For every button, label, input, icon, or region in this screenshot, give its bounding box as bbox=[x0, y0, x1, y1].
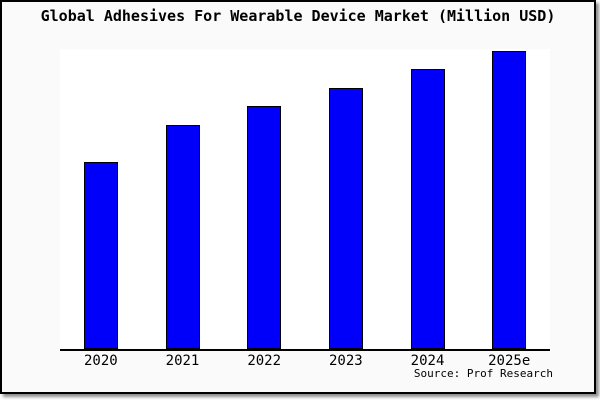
x-tick-label-2020: 2020 bbox=[83, 353, 118, 369]
bar-slot-2022 bbox=[223, 49, 305, 349]
bar-2021 bbox=[165, 125, 200, 349]
x-tick-label-2022: 2022 bbox=[247, 353, 282, 369]
bar-slot-2021 bbox=[142, 49, 224, 349]
source-attribution: Source: Prof Research bbox=[413, 367, 553, 380]
plot-area bbox=[60, 49, 550, 351]
bar-2023 bbox=[328, 88, 363, 349]
bar-2022 bbox=[247, 106, 282, 349]
bar-2025e bbox=[492, 51, 527, 349]
bar-slot-2024 bbox=[387, 49, 469, 349]
x-axis-labels: 2020 2021 2022 2023 2024 2025e bbox=[60, 354, 550, 369]
x-tick-label-2023: 2023 bbox=[328, 353, 363, 369]
bar-slot-2020 bbox=[60, 49, 142, 349]
bar-2024 bbox=[410, 69, 445, 349]
x-tick-label-2021: 2021 bbox=[165, 353, 200, 369]
x-tick-label-2025e: 2025e bbox=[488, 353, 531, 369]
bar-2020 bbox=[83, 162, 118, 349]
chart-title: Global Adhesives For Wearable Device Mar… bbox=[40, 7, 556, 25]
x-tick-label-2024: 2024 bbox=[410, 353, 445, 369]
bar-slot-2025e bbox=[468, 49, 550, 349]
bar-slot-2023 bbox=[305, 49, 387, 349]
